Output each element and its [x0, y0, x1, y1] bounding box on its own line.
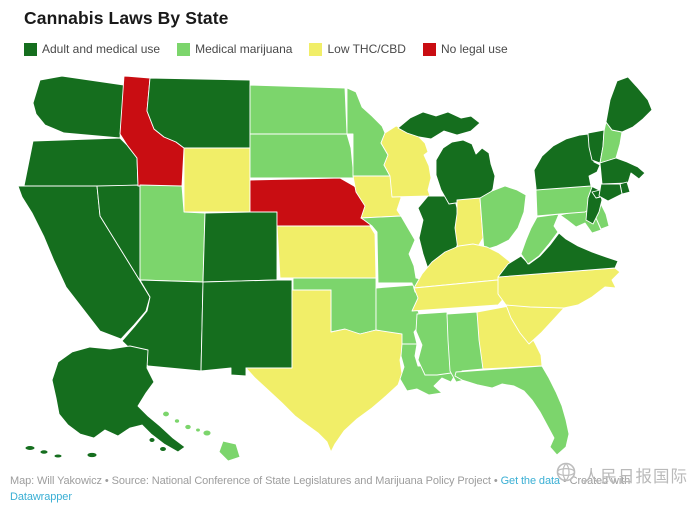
legend-item-adult: Adult and medical use: [24, 42, 160, 56]
state-south-dakota[interactable]: [249, 133, 355, 179]
legend-label: No legal use: [440, 42, 508, 56]
datawrapper-link[interactable]: Datawrapper: [10, 490, 72, 503]
state-indiana[interactable]: [454, 197, 484, 251]
state-oregon[interactable]: [23, 137, 139, 187]
header: Cannabis Laws By State: [24, 8, 228, 29]
state-new-mexico[interactable]: [200, 279, 293, 377]
legend-label: Low THC/CBD: [327, 42, 406, 56]
state-hawaii-island[interactable]: [184, 423, 192, 431]
state-north-dakota[interactable]: [249, 84, 348, 135]
state-alaska-aleutian-island[interactable]: [39, 449, 49, 455]
page-title: Cannabis Laws By State: [24, 8, 229, 28]
state-alaska-island[interactable]: [86, 451, 98, 459]
state-hawaii-big-island[interactable]: [218, 440, 241, 462]
legend-swatch-1: [177, 42, 191, 56]
legend-item-medical: Medical marijuana: [177, 42, 292, 56]
state-connecticut[interactable]: [598, 183, 623, 202]
state-south-carolina[interactable]: [505, 304, 565, 345]
legend-swatch-0: [24, 42, 37, 56]
state-maine[interactable]: [605, 76, 653, 133]
state-hawaii-island[interactable]: [162, 410, 170, 418]
state-texas[interactable]: [245, 289, 404, 453]
state-washington[interactable]: [32, 75, 125, 139]
state-michigan-upper[interactable]: [397, 111, 481, 140]
legend-item-no-legal: No legal use: [422, 42, 508, 56]
footer-separator: •: [493, 475, 498, 487]
state-florida[interactable]: [454, 365, 570, 456]
state-hawaii-island[interactable]: [173, 418, 181, 424]
legend: Adult and medical use Medical marijuana …: [24, 42, 508, 56]
state-alaska-island[interactable]: [159, 446, 167, 452]
state-alaska-aleutian-island[interactable]: [24, 445, 36, 451]
state-alaska-island[interactable]: [148, 437, 156, 443]
legend-swatch-2: [309, 42, 323, 56]
state-alaska-aleutian-island[interactable]: [53, 453, 63, 459]
state-kansas[interactable]: [276, 225, 377, 279]
footer-separator: •: [562, 475, 567, 487]
legend-swatch-3: [422, 42, 436, 56]
state-virginia[interactable]: [497, 232, 619, 278]
footer-separator: •: [104, 475, 109, 487]
footer-source: Source: National Conference of State Leg…: [111, 475, 491, 487]
legend-item-low-thc: Low THC/CBD: [309, 42, 406, 56]
state-north-carolina[interactable]: [497, 267, 621, 309]
footer-created-with: Created with: [569, 475, 631, 487]
state-hawaii-island[interactable]: [195, 427, 201, 433]
state-west-virginia[interactable]: [520, 213, 560, 265]
footer-credit: Map: Will Yakowicz • Source: National Co…: [10, 474, 686, 506]
state-wyoming[interactable]: [183, 147, 251, 213]
state-hawaii-island[interactable]: [202, 429, 212, 437]
us-choropleth-map: [0, 68, 692, 468]
state-colorado[interactable]: [202, 210, 278, 283]
state-ohio[interactable]: [479, 185, 527, 251]
state-mississippi[interactable]: [415, 311, 452, 376]
get-the-data-link[interactable]: Get the data: [500, 475, 560, 487]
footer-map-credit: Map: Will Yakowicz: [10, 475, 102, 487]
legend-label: Medical marijuana: [195, 42, 293, 56]
state-alaska[interactable]: [51, 345, 186, 453]
legend-label: Adult and medical use: [42, 42, 161, 56]
state-michigan-lower[interactable]: [435, 139, 496, 205]
state-massachusetts[interactable]: [599, 157, 646, 185]
state-minnesota[interactable]: [346, 87, 391, 177]
